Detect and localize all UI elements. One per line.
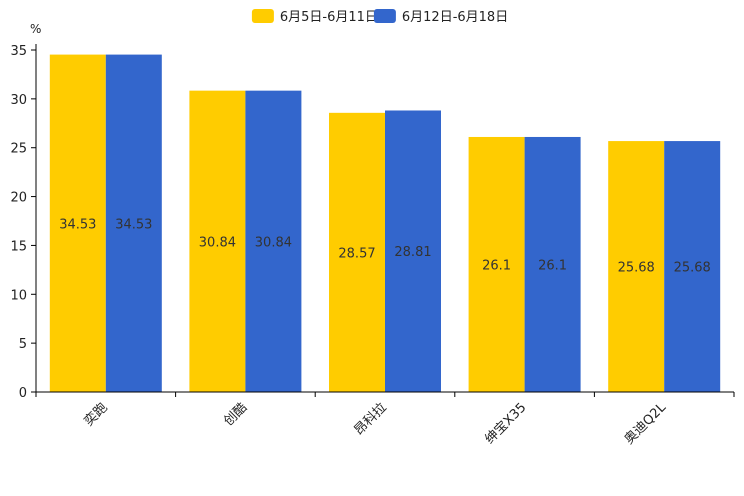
- bar: [524, 136, 581, 392]
- x-tick-label: 奕跑: [81, 400, 111, 430]
- legend-label: 6月12日-6月18日: [402, 10, 508, 25]
- x-tick-label: 绅宝X35: [482, 400, 529, 447]
- y-tick-label: 15: [10, 239, 27, 254]
- y-tick-label: 30: [10, 93, 27, 108]
- data-label: 28.81: [394, 245, 431, 260]
- bar: [385, 110, 441, 393]
- data-label: 26.1: [482, 258, 511, 273]
- bar: [49, 54, 106, 393]
- bar: [189, 90, 246, 392]
- legend: 6月5日-6月11日 6月12日-6月18日: [251, 9, 508, 25]
- y-axis-unit: %: [30, 22, 41, 36]
- bar: [105, 54, 162, 393]
- y-tick-label: 20: [10, 191, 27, 206]
- x-tick-label: 奥迪Q2L: [622, 400, 670, 448]
- y-tick-label: 25: [10, 142, 27, 157]
- legend-label: 6月5日-6月11日: [280, 10, 378, 25]
- y-tick-label: 5: [19, 337, 27, 352]
- y-tick-label: 0: [19, 386, 27, 401]
- y-tick-label: 10: [10, 288, 27, 303]
- x-tick-label: 创酷: [221, 400, 250, 429]
- bars: 34.53 34.53 30.84 30.84 28.57 28.81 26.1 26.1 25…: [49, 54, 721, 393]
- data-label: 34.53: [59, 217, 96, 232]
- data-label: 28.57: [338, 246, 375, 261]
- data-label: 30.84: [199, 235, 236, 250]
- y-tick-label: 35: [10, 44, 27, 59]
- bar: [664, 141, 721, 392]
- data-label: 26.1: [538, 258, 567, 273]
- data-label: 25.68: [618, 261, 655, 276]
- bar: [608, 141, 665, 392]
- legend-swatch: [373, 9, 396, 23]
- x-axis: 奕跑 创酷 昂科拉 绅宝X35 奥迪Q2L: [35, 391, 735, 448]
- data-label: 30.84: [255, 235, 292, 250]
- bar: [329, 112, 385, 392]
- bar: [245, 90, 302, 392]
- y-axis: 0 5 10 15 20 25 30 35: [10, 44, 37, 401]
- bar: [468, 136, 525, 392]
- x-tick-label: 昂科拉: [352, 400, 390, 438]
- legend-swatch: [251, 9, 274, 23]
- data-label: 34.53: [115, 217, 152, 232]
- data-label: 25.68: [674, 261, 711, 276]
